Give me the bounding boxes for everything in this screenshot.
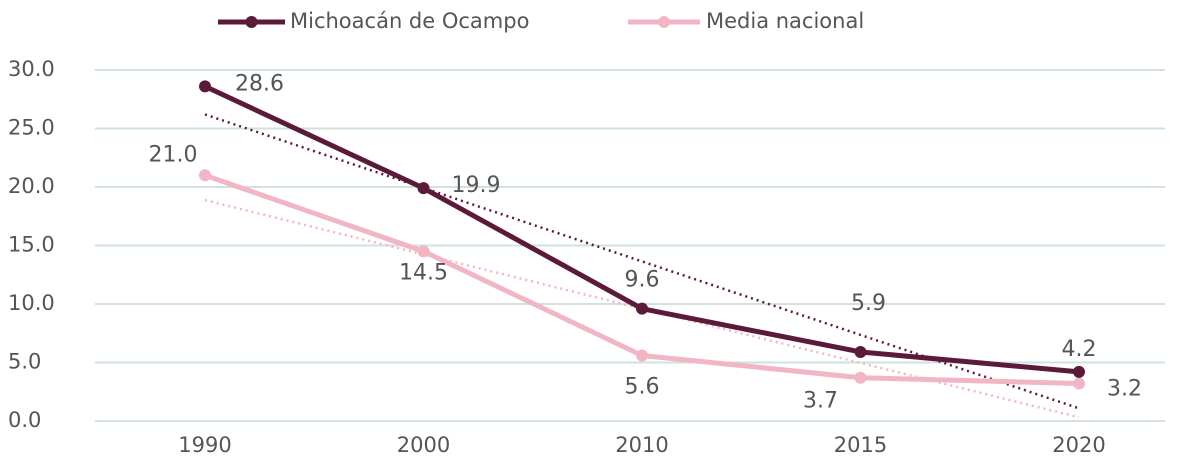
x-tick-label: 2010 xyxy=(615,433,668,457)
y-tick-label: 15.0 xyxy=(8,233,55,257)
point-marker xyxy=(417,182,430,195)
point-marker xyxy=(854,345,867,358)
point-marker xyxy=(199,169,211,182)
x-tick-label: 1990 xyxy=(178,433,231,457)
point-marker xyxy=(636,302,648,315)
point-marker xyxy=(1073,365,1085,378)
x-tick-label: 2020 xyxy=(1052,433,1105,457)
x-tick-label: 2015 xyxy=(834,433,887,457)
data-label: 21.0 xyxy=(149,142,198,167)
y-tick-label: 0.0 xyxy=(8,408,41,432)
legend-label: Media nacional xyxy=(706,9,864,33)
y-tick-label: 30.0 xyxy=(8,57,55,81)
point-marker xyxy=(199,80,211,93)
data-label: 3.2 xyxy=(1107,377,1142,402)
data-label: 5.9 xyxy=(851,291,886,316)
y-tick-label: 10.0 xyxy=(8,291,55,315)
point-marker xyxy=(1073,377,1085,390)
data-label: 9.6 xyxy=(625,268,660,293)
y-tick-label: 25.0 xyxy=(8,116,55,140)
data-label: 4.2 xyxy=(1062,337,1097,362)
legend-marker xyxy=(658,16,670,28)
data-label: 14.5 xyxy=(399,260,448,285)
data-label: 5.6 xyxy=(625,374,660,399)
y-tick-label: 20.0 xyxy=(8,174,55,198)
y-tick-label: 5.0 xyxy=(8,350,41,374)
data-label: 3.7 xyxy=(803,389,838,414)
legend-marker xyxy=(245,16,258,28)
legend-label: Michoacán de Ocampo xyxy=(290,9,529,33)
point-marker xyxy=(854,371,867,384)
point-marker xyxy=(417,245,430,258)
x-tick-label: 2000 xyxy=(397,433,450,457)
trend-line xyxy=(204,113,1080,410)
point-marker xyxy=(636,349,648,362)
data-label: 28.6 xyxy=(235,71,284,96)
data-label: 19.9 xyxy=(452,173,501,198)
